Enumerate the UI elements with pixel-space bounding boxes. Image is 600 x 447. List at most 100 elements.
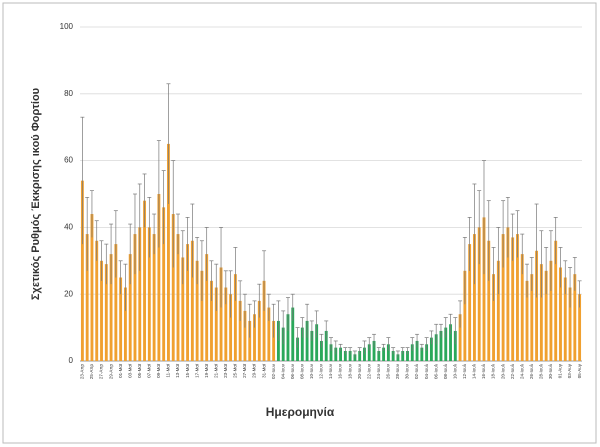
bar <box>262 280 266 361</box>
bar <box>573 274 577 361</box>
x-tick-label: 14-Ιουν <box>328 363 333 379</box>
bar <box>496 260 500 361</box>
bar <box>539 264 543 361</box>
y-tick-label: 100 <box>60 22 74 31</box>
bar <box>453 330 457 361</box>
x-tick-label: 05-Αυγ <box>577 363 582 378</box>
bar <box>382 347 386 361</box>
bar <box>90 214 94 361</box>
bar <box>554 240 558 361</box>
x-tick-label: 02-Ιουλ <box>414 363 419 379</box>
bar <box>348 350 352 361</box>
x-tick-label: 11-Μαϊ <box>166 363 171 378</box>
x-tick-label: 24-Ιουλ <box>519 363 524 379</box>
x-tick-label: 26-Ιουν <box>386 363 391 379</box>
bar <box>267 307 271 361</box>
y-tick-label: 0 <box>69 356 74 365</box>
bar <box>315 324 319 361</box>
bar <box>372 340 376 361</box>
bar <box>329 344 333 361</box>
bar <box>85 234 89 361</box>
bar <box>377 350 381 361</box>
bar <box>276 320 280 361</box>
x-tick-label: 29-Μαϊ <box>252 363 257 378</box>
x-tick-label: 28-Ιουν <box>395 363 400 379</box>
x-axis-label: Ημερομηνία <box>266 405 335 419</box>
x-tick-label: 18-Ιουν <box>347 363 352 379</box>
x-tick-label: 12-Ιουν <box>319 363 324 379</box>
bar <box>157 194 161 361</box>
bar <box>310 330 314 361</box>
x-tick-label: 08-Ιουλ <box>443 363 448 379</box>
bar <box>563 277 567 361</box>
bar <box>429 337 433 361</box>
x-tick-label: 27-Απρ <box>99 364 104 380</box>
bar <box>190 240 194 361</box>
bar <box>439 330 443 361</box>
bar <box>358 350 362 361</box>
bar <box>253 314 256 361</box>
bar <box>100 260 103 361</box>
bar <box>544 270 548 361</box>
x-tick-label: 25-Απρ <box>89 364 94 380</box>
bar <box>386 344 390 361</box>
bar <box>506 227 510 361</box>
x-tick-label: 05-Μαϊ <box>137 363 142 378</box>
bar <box>80 180 84 361</box>
y-tick-label: 40 <box>64 223 73 232</box>
x-tick-label: 22-Ιουν <box>366 363 371 379</box>
bar <box>530 274 534 361</box>
bar <box>367 344 371 361</box>
bar <box>535 250 539 361</box>
bar <box>200 270 204 361</box>
bar <box>391 350 395 361</box>
x-tick-label: 21-Μαϊ <box>213 363 218 378</box>
bar <box>568 287 572 361</box>
x-tick-label: 06-Ιουλ <box>433 363 438 379</box>
bar <box>143 200 146 361</box>
bar <box>238 300 242 361</box>
bar <box>162 207 166 361</box>
bar <box>291 307 295 361</box>
bar <box>324 330 328 361</box>
bar <box>133 234 137 361</box>
x-tick-label: 04-Ιουλ <box>424 363 429 379</box>
x-tick-label: 16-Ιουλ <box>481 363 486 379</box>
bar <box>229 294 233 361</box>
bar <box>472 234 476 361</box>
bar <box>525 280 529 361</box>
bar <box>449 324 452 361</box>
x-tick-label: 20-Ιουν <box>357 363 362 379</box>
x-tick-label: 08-Ιουν <box>300 363 305 379</box>
bar <box>138 227 142 361</box>
bar <box>195 260 199 361</box>
bar <box>444 327 448 361</box>
x-tick-label: 18-Ιουλ <box>491 363 496 379</box>
bar <box>343 350 347 361</box>
bar <box>186 244 190 361</box>
bar <box>401 350 405 361</box>
bar <box>181 257 185 361</box>
x-tick-label: 26-Ιουλ <box>529 363 534 379</box>
x-tick-label: 09-Μαϊ <box>156 363 161 378</box>
y-tick-label: 20 <box>64 289 73 298</box>
y-tick-label: 60 <box>64 156 73 165</box>
bar <box>492 274 495 361</box>
x-tick-label: 30-Ιουλ <box>548 363 553 379</box>
bar <box>171 214 175 361</box>
bar <box>410 344 414 361</box>
y-tick-label: 80 <box>64 89 73 98</box>
bar <box>167 143 170 361</box>
bar <box>114 244 118 361</box>
bar <box>286 314 290 361</box>
x-tick-label: 14-Ιουλ <box>472 363 477 379</box>
bar <box>224 287 228 361</box>
x-tick-label: 15-Μαϊ <box>185 363 190 378</box>
bar <box>463 270 467 361</box>
bar <box>176 234 180 361</box>
bar <box>425 344 429 361</box>
x-tick-label: 22-Ιουλ <box>510 363 515 379</box>
bar <box>482 217 486 361</box>
